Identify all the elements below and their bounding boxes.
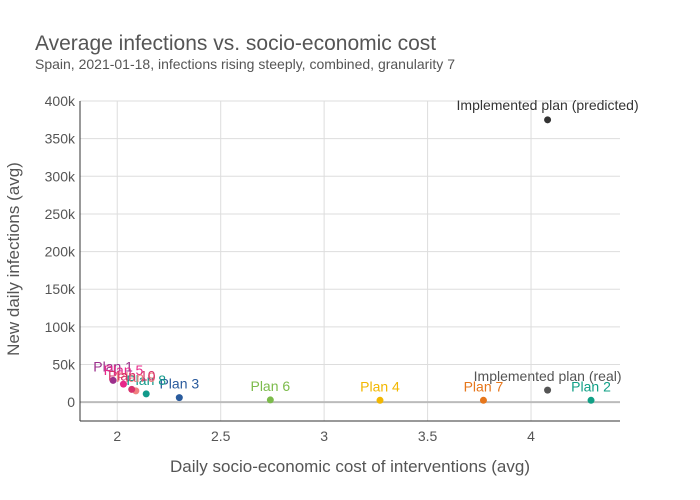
y-tick-label: 50k: [52, 357, 76, 373]
y-tick-label: 350k: [45, 131, 76, 147]
data-label: Plan 2: [571, 378, 611, 394]
x-axis-title: Daily socio-economic cost of interventio…: [170, 457, 530, 476]
data-label: Plan 10: [108, 367, 156, 383]
data-point: [109, 376, 117, 384]
y-tick-label: 400k: [45, 93, 76, 109]
x-tick-label: 2.5: [211, 428, 231, 444]
data-point: [376, 396, 384, 404]
chart-title: Average infections vs. socio-economic co…: [35, 32, 436, 55]
data-label: Plan 1: [93, 358, 133, 374]
data-point: [142, 390, 150, 398]
data-label: Plan 8: [126, 372, 166, 388]
data-point: [544, 386, 552, 394]
data-point: [128, 385, 136, 393]
y-tick-label: 150k: [45, 281, 76, 297]
data-label: Plan 6: [250, 378, 290, 394]
x-tick-label: 4: [527, 428, 535, 444]
y-tick-label: 0: [67, 394, 75, 410]
grid: [80, 100, 620, 421]
y-tick-label: 100k: [45, 319, 76, 335]
data-label: Implemented plan (predicted): [457, 97, 639, 113]
data-label: Plan 4: [360, 378, 400, 394]
x-tick-label: 2: [113, 428, 121, 444]
y-axis-title: New daily infections (avg): [4, 162, 23, 356]
data-label: Implemented plan (real): [474, 368, 622, 384]
data-point: [175, 394, 183, 402]
point-labels: Implemented plan (predicted) Implemented …: [93, 97, 638, 394]
data-label: Plan 5: [104, 362, 144, 378]
x-tick-label: 3: [320, 428, 328, 444]
chart-subtitle: Spain, 2021-01-18, infections rising ste…: [35, 56, 455, 72]
data-point: [266, 396, 274, 404]
axes: 2 2.5 3 3.5 4 0 50k 100k 150k 200k 250k 300k 350k 400…: [45, 93, 620, 444]
y-tick-label: 300k: [45, 168, 76, 184]
data-label: Plan 7: [464, 378, 504, 394]
x-tick-label: 3.5: [418, 428, 438, 444]
data-point: [544, 116, 552, 124]
data-label: Plan 3: [159, 376, 199, 392]
y-tick-label: 200k: [45, 244, 76, 260]
data-point: [119, 380, 127, 388]
data-points: [109, 116, 595, 404]
y-tick-label: 250k: [45, 206, 76, 222]
data-point: [479, 396, 487, 404]
data-point: [587, 396, 595, 404]
data-label: Plan 9: [116, 369, 156, 385]
